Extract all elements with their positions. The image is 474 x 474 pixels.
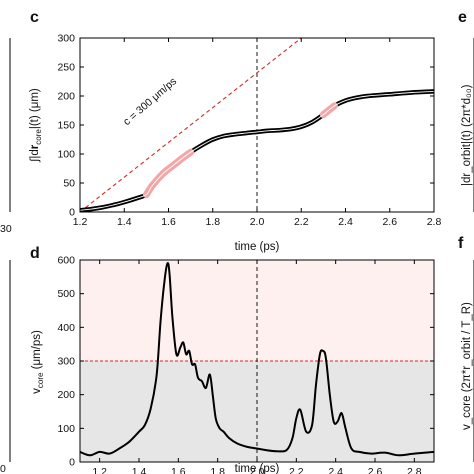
panel-c-reference-line-c xyxy=(80,38,302,212)
c-y-axis-label: ∫|drcore|(t) (μm) xyxy=(29,88,43,163)
panel-d-y-tick-label-5: 500 xyxy=(57,288,75,300)
left-panel-tick-top: 30 xyxy=(0,223,12,235)
left-panel-tick-bottom: 0 xyxy=(0,463,6,474)
panel-label-e: e xyxy=(458,9,467,26)
panel-d-x-tick-label-0: 1.2 xyxy=(92,466,107,474)
panel-label-d: d xyxy=(30,245,40,262)
panel-c-series-centre-line xyxy=(80,90,434,211)
panel-c-y-tick-label-0: 0 xyxy=(69,207,75,219)
panel-c-y-tick-label-3: 150 xyxy=(57,120,75,132)
panel-d-y-tick-label-1: 100 xyxy=(57,423,75,435)
panel-d-x-tick-label-3: 1.8 xyxy=(210,466,225,474)
panel-label-c: c xyxy=(30,9,39,26)
panel-d-x-tick-label-7: 2.6 xyxy=(368,466,383,474)
panel-d-x-tick-label-2: 1.6 xyxy=(171,466,186,474)
panel-d-y-tick-label-3: 300 xyxy=(57,356,75,368)
panel-c-y-tick-label-2: 100 xyxy=(57,149,75,161)
panel-c-y-tick-label-4: 200 xyxy=(57,91,75,103)
panel-d-y-tick-label-2: 200 xyxy=(57,389,75,401)
panel-d-x-tick-label-4: 2.0 xyxy=(250,466,265,474)
panel-c-x-tick-label-2: 1.6 xyxy=(161,216,176,228)
c-annotation-speed-of-light: c = 300 μm/ps xyxy=(121,75,179,128)
panel-d-y-tick-label-6: 600 xyxy=(57,255,75,267)
panel-c-y-tick-label-5: 250 xyxy=(57,62,75,74)
c-x-axis-label: time (ps) xyxy=(235,241,280,253)
panel-c-x-tick-label-6: 2.4 xyxy=(338,216,353,228)
panel-c-x-tick-label-8: 2.8 xyxy=(427,216,442,228)
panel-label-f: f xyxy=(458,235,464,252)
panel-c-x-tick-label-5: 2.2 xyxy=(294,216,309,228)
panel-c-x-tick-label-1: 1.4 xyxy=(117,216,132,228)
panel-c-y-tick-label-6: 300 xyxy=(57,33,75,45)
panel-d-region-below-threshold xyxy=(80,361,434,462)
panel-d-series-line xyxy=(80,262,434,457)
panel-d-x-tick-label-1: 1.4 xyxy=(132,466,147,474)
panel-c-x-tick-label-3: 1.8 xyxy=(205,216,220,228)
panel-d-y-tick-label-0: 0 xyxy=(69,457,75,469)
panel-d-x-tick-label-6: 2.4 xyxy=(328,466,343,474)
d-y-axis-label: vcore (μm/ps) xyxy=(31,330,45,394)
right-panel-ylabel-top: |dr_orbit|(t) (2π*d₀₀) xyxy=(461,84,473,186)
panel-d-x-tick-label-5: 2.2 xyxy=(289,466,304,474)
panel-c-highlight-segment-0 xyxy=(142,148,195,199)
panel-c-x-tick-label-4: 2.0 xyxy=(250,216,265,228)
right-panel-ylabel-bottom: v_core (2π*r_orbit / T_R) xyxy=(461,302,473,430)
panel-d-x-tick-label-8: 2.8 xyxy=(407,466,422,474)
d-x-axis-label: time (ps) xyxy=(235,463,280,474)
panel-d-y-tick-label-4: 400 xyxy=(57,322,75,334)
panel-c-x-tick-label-0: 1.2 xyxy=(73,216,88,228)
panel-c-y-tick-label-1: 50 xyxy=(63,178,75,190)
panel-c-x-tick-label-7: 2.6 xyxy=(382,216,397,228)
